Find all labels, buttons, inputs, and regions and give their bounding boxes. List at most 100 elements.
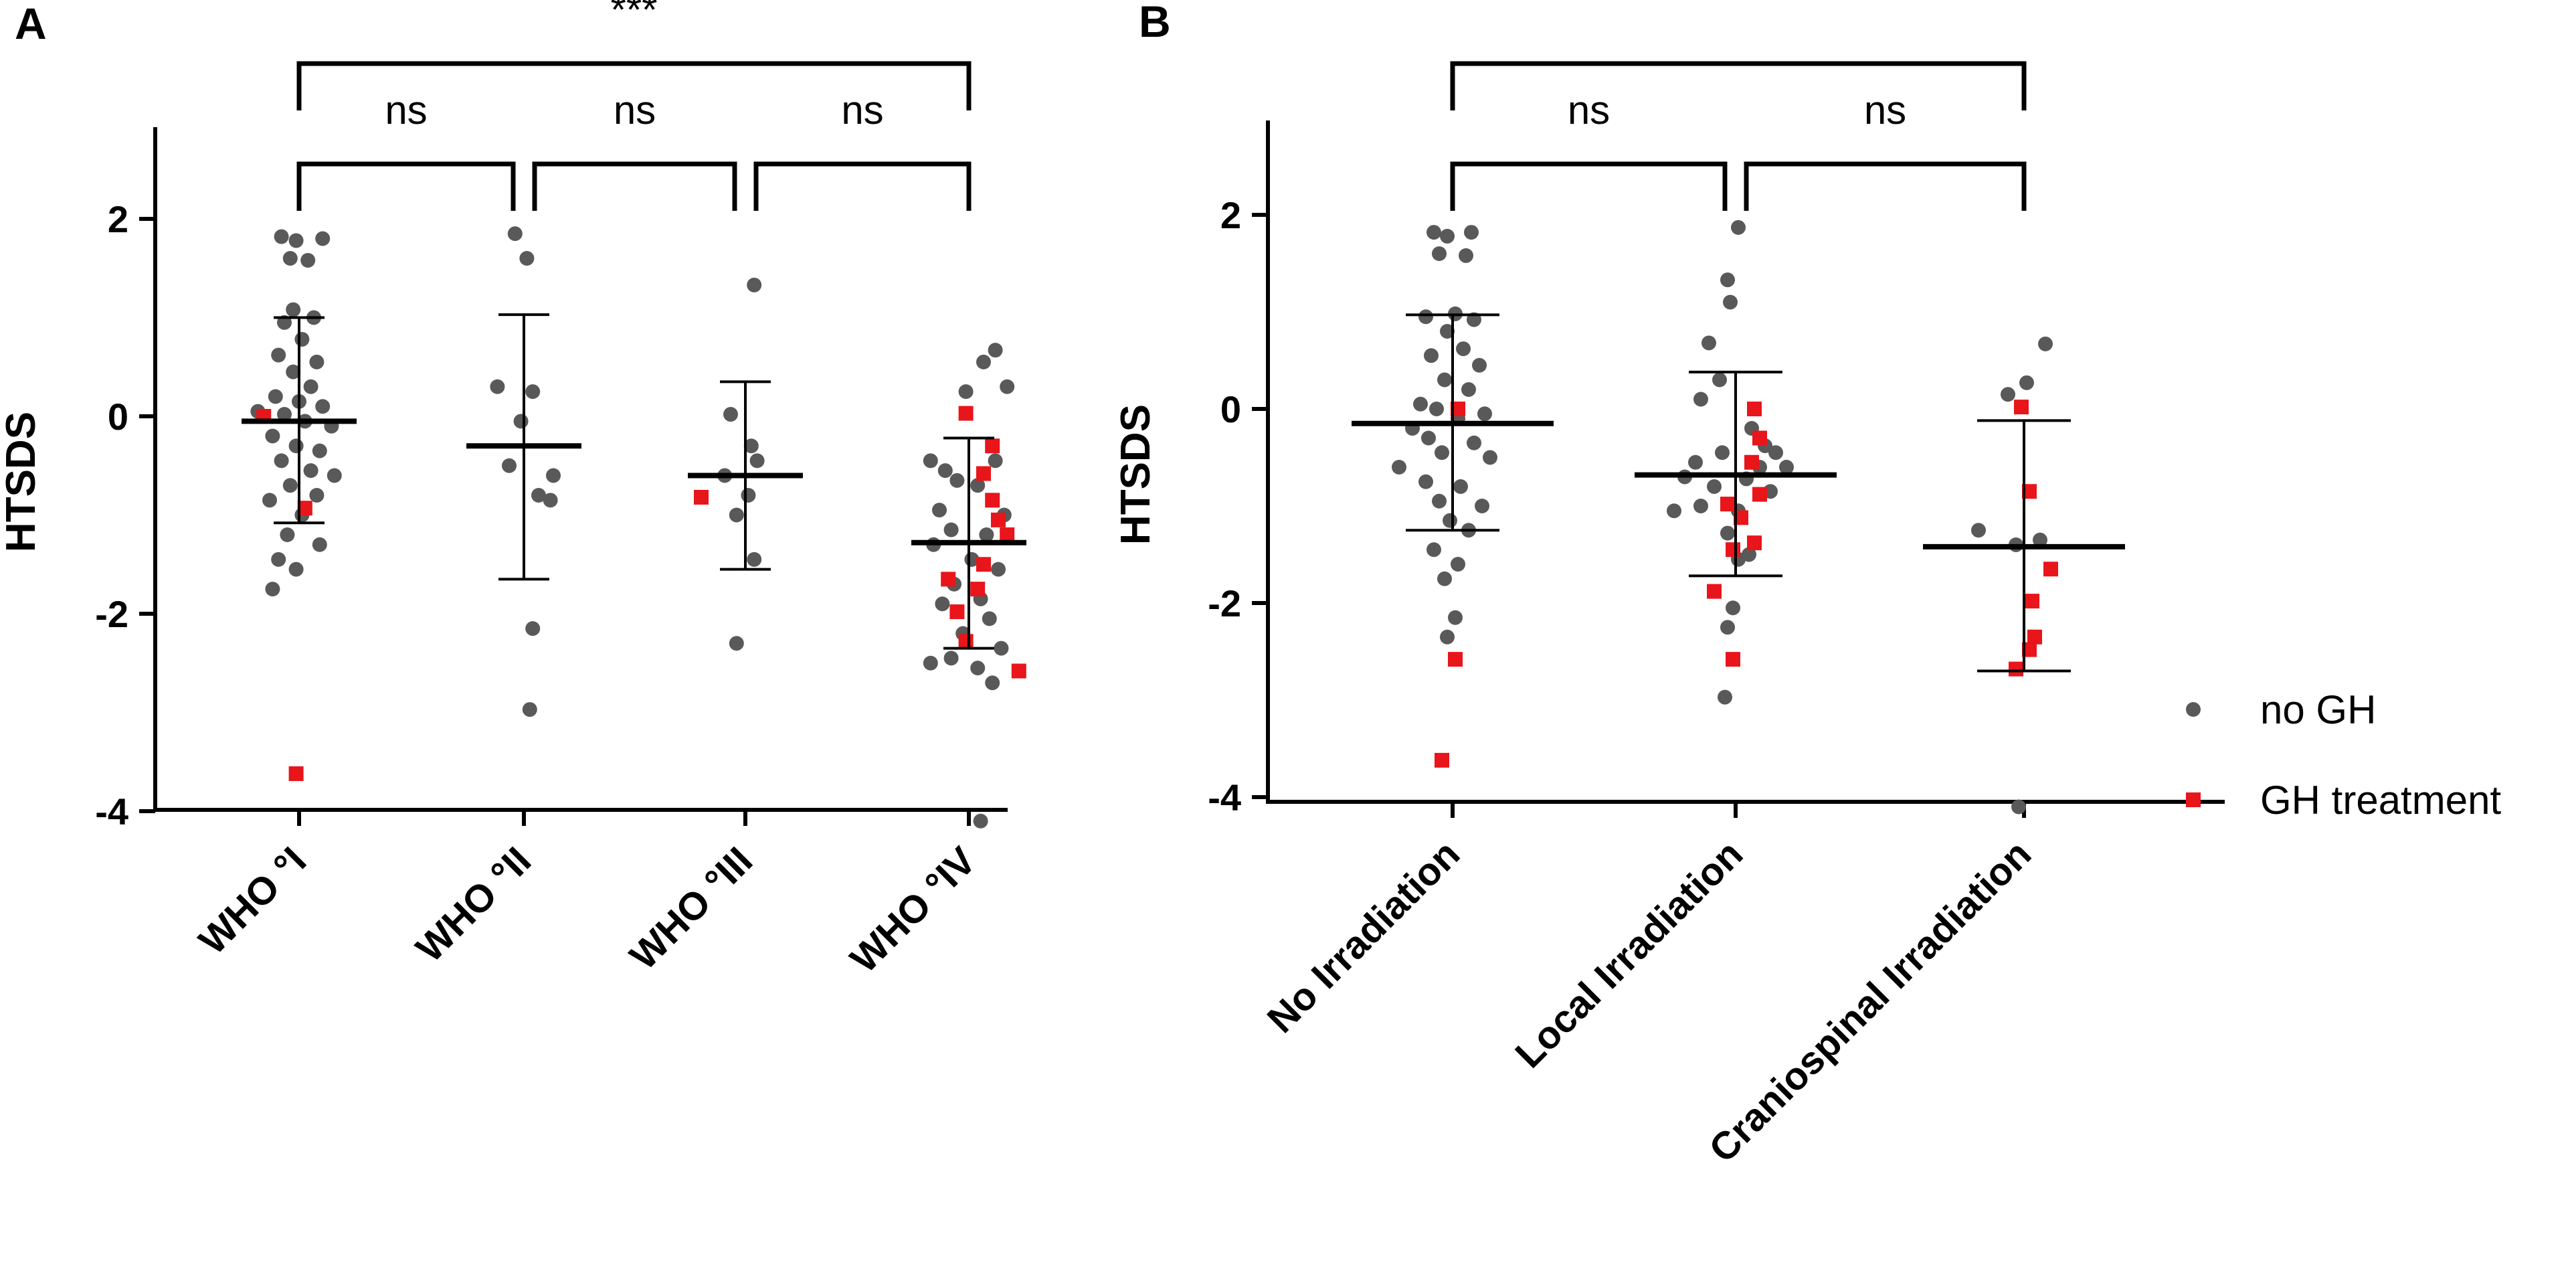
data-point-gh-treatment <box>976 466 991 481</box>
data-point-no-gh <box>1453 479 1468 494</box>
data-point-no-gh <box>312 443 327 458</box>
data-point-no-gh <box>303 463 318 479</box>
significance-bracket <box>753 161 972 211</box>
data-point-gh-treatment <box>1726 652 1740 667</box>
data-point-no-gh <box>1701 335 1716 351</box>
data-point-gh-treatment <box>991 512 1006 527</box>
data-point-no-gh <box>2033 532 2047 547</box>
data-point-no-gh <box>2019 375 2034 390</box>
data-point-no-gh <box>1475 499 1489 513</box>
data-point-no-gh <box>1418 474 1433 489</box>
significance-bracket <box>296 161 516 211</box>
data-point-no-gh <box>312 537 327 552</box>
data-point-no-gh <box>943 522 959 537</box>
data-point-no-gh <box>1459 248 1473 263</box>
data-point-gh-treatment <box>970 582 986 597</box>
significance-label: ns <box>1864 88 1906 133</box>
data-point-no-gh <box>286 302 301 317</box>
data-point-gh-treatment <box>2014 400 2029 415</box>
data-point-no-gh <box>1472 357 1487 373</box>
y-tick-label: -2 <box>95 593 128 635</box>
data-point-no-gh <box>1413 396 1428 412</box>
y-tick-label: 0 <box>1220 388 1241 430</box>
data-point-no-gh <box>543 493 558 508</box>
panel-a: A 2 0 -2 -4 HTSDS WHO °I WHO °II WHO °III WHO °IV… <box>0 0 1026 981</box>
legend-label: GH treatment <box>2260 778 2501 823</box>
data-point-no-gh <box>935 596 950 612</box>
significance-bracket <box>296 61 972 110</box>
data-point-gh-treatment <box>976 557 991 572</box>
y-tick-label: -4 <box>1208 776 1241 819</box>
data-point-gh-treatment <box>958 406 974 421</box>
data-point-no-gh <box>723 407 738 422</box>
data-point-no-gh <box>1467 435 1481 450</box>
y-tick-label: 2 <box>108 198 128 240</box>
data-point-no-gh <box>490 379 505 394</box>
data-point-no-gh <box>1667 503 1681 519</box>
significance-bracket <box>532 161 737 211</box>
data-point-no-gh <box>522 702 537 717</box>
data-point-no-gh <box>994 641 1009 656</box>
data-point-gh-treatment <box>958 634 974 649</box>
significance-bracket <box>1744 161 2027 211</box>
data-point-no-gh <box>976 354 991 369</box>
data-point-gh-treatment <box>941 572 956 587</box>
data-point-no-gh <box>1440 629 1455 645</box>
data-point-no-gh <box>1437 571 1452 586</box>
data-point-no-gh <box>1464 225 1479 240</box>
data-point-no-gh <box>282 478 298 493</box>
data-point-no-gh <box>991 562 1006 577</box>
data-point-no-gh <box>1451 557 1465 572</box>
data-point-no-gh <box>1418 309 1433 325</box>
data-point-gh-treatment <box>1451 402 1465 416</box>
data-point-no-gh <box>309 354 325 369</box>
data-point-no-gh <box>747 277 762 292</box>
data-point-no-gh <box>1720 272 1735 288</box>
legend-marker-no-gh <box>2186 702 2201 717</box>
data-point-no-gh <box>741 488 756 503</box>
data-point-no-gh <box>747 551 762 567</box>
data-point-no-gh <box>949 473 965 488</box>
data-point-gh-treatment <box>1011 663 1026 679</box>
x-category-label: Craniospinal Irradiation <box>1701 832 2039 1171</box>
data-point-gh-treatment <box>1734 510 1748 525</box>
data-point-no-gh <box>1971 523 1986 538</box>
data-point-no-gh <box>315 231 331 246</box>
data-point-no-gh <box>937 463 953 479</box>
data-point-no-gh <box>985 675 1000 691</box>
data-point-no-gh <box>1440 324 1455 339</box>
data-point-no-gh <box>943 651 959 666</box>
data-point-no-gh <box>970 478 986 493</box>
data-point-no-gh <box>1432 246 1447 261</box>
data-point-no-gh <box>1693 392 1708 407</box>
data-point-no-gh <box>288 233 304 248</box>
data-point-no-gh <box>729 636 744 651</box>
data-point-no-gh <box>1432 493 1447 509</box>
data-point-no-gh <box>531 488 546 503</box>
data-point-gh-treatment <box>1747 535 1762 551</box>
data-point-no-gh <box>294 331 310 347</box>
data-point-no-gh <box>1712 372 1727 388</box>
data-point-no-gh <box>300 252 316 268</box>
data-point-no-gh <box>1440 228 1455 244</box>
data-point-no-gh <box>923 453 938 469</box>
data-point-no-gh <box>1688 454 1703 470</box>
data-point-no-gh <box>1779 460 1794 475</box>
data-point-gh-treatment <box>985 438 1000 454</box>
data-point-no-gh <box>1715 445 1730 460</box>
y-tick-label: -2 <box>1208 582 1241 624</box>
data-point-gh-treatment <box>2022 642 2037 657</box>
data-point-no-gh <box>749 453 765 469</box>
data-point-no-gh <box>315 399 331 414</box>
data-point-no-gh <box>1461 382 1476 397</box>
data-point-no-gh <box>525 384 541 400</box>
data-point-no-gh <box>1720 620 1735 635</box>
data-point-no-gh <box>1429 402 1444 416</box>
significance-bracket <box>1450 61 2027 110</box>
x-category-label: WHO °III <box>622 839 761 978</box>
data-point-no-gh <box>288 438 304 454</box>
x-category-label: No Irradiation <box>1259 832 1469 1041</box>
x-category-label: WHO °II <box>407 839 539 970</box>
x-category-label: WHO °I <box>191 839 314 962</box>
significance-label: ns <box>1568 88 1610 133</box>
